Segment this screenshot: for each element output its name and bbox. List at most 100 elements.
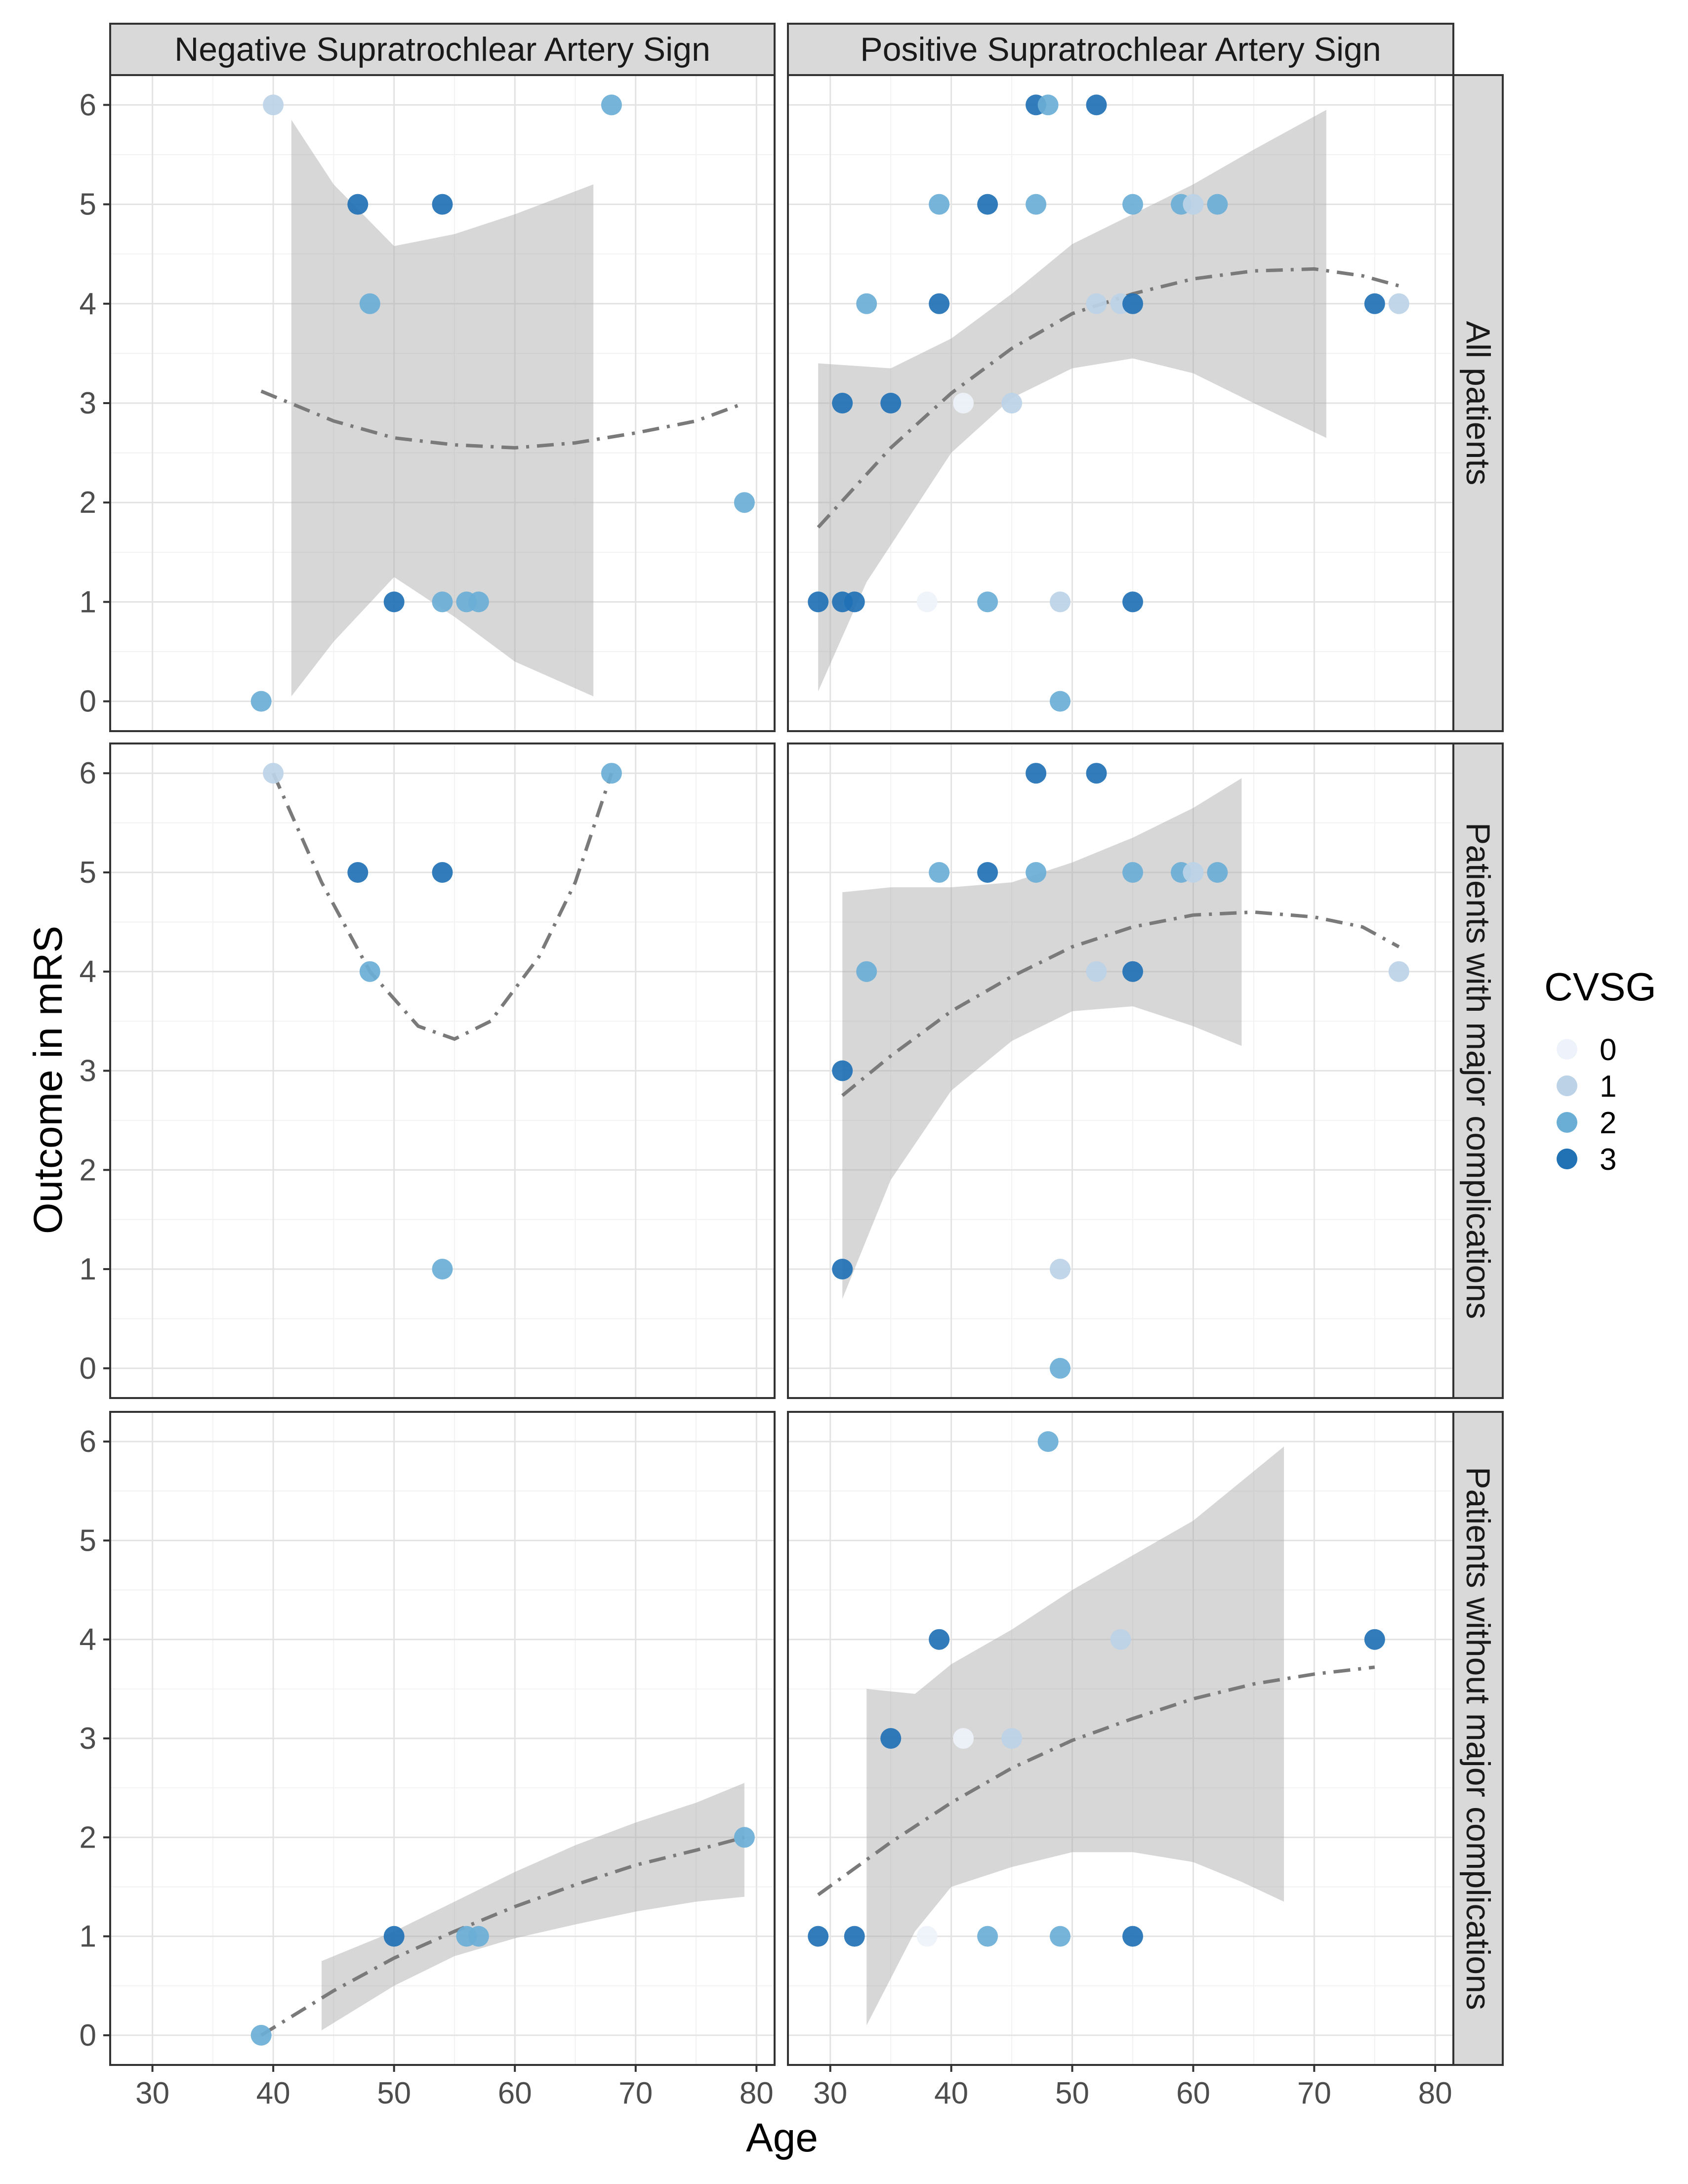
data-point (601, 94, 622, 116)
row-strip-label: Patients without major complications (1459, 1467, 1497, 2010)
x-tick-label: 70 (1297, 2076, 1331, 2110)
y-tick-label: 1 (80, 1920, 96, 1954)
legend-label: 2 (1600, 1106, 1616, 1140)
data-point (1037, 1431, 1059, 1452)
data-point (856, 961, 877, 982)
column-strip-0: Negative Supratrochlear Artery Sign (109, 23, 776, 76)
data-point (432, 1259, 453, 1279)
strips: Negative Supratrochlear Artery Sign Posit… (109, 23, 1504, 2066)
data-point (916, 1926, 938, 1947)
legend-swatch (1557, 1075, 1577, 1096)
data-point (1122, 1926, 1143, 1947)
data-point (916, 591, 938, 613)
data-point (1122, 591, 1143, 613)
data-point (1050, 691, 1070, 712)
strip-background (1452, 1411, 1504, 2066)
legend-label: 1 (1600, 1070, 1616, 1104)
y-tick-label: 6 (80, 756, 96, 790)
row-strip-0: All patients (1452, 74, 1504, 732)
x-tick-label: 80 (1418, 2076, 1452, 2110)
data-point (263, 94, 284, 116)
panel-r0-c1 (787, 74, 1454, 732)
data-point (1086, 763, 1107, 784)
data-point (844, 591, 865, 613)
y-tick-label: 0 (80, 685, 96, 719)
data-point (347, 862, 369, 883)
data-point (808, 591, 829, 613)
x-tick-label: 40 (256, 2076, 290, 2110)
legend-swatch (1557, 1039, 1577, 1060)
strip-background (1452, 742, 1504, 1399)
data-point (1026, 763, 1047, 784)
legend-swatch (1557, 1149, 1577, 1169)
data-point (977, 591, 998, 613)
row-strip-label: All patients (1459, 321, 1497, 486)
row-strip-1: Patients with major complications (1452, 742, 1504, 1399)
data-point (359, 293, 380, 314)
data-point (1207, 194, 1228, 215)
legend-item-2: 2 (1557, 1106, 1616, 1140)
confidence-band (866, 1446, 1284, 2025)
y-tick-label: 2 (80, 1153, 96, 1187)
y-tick-label: 3 (80, 1054, 96, 1088)
data-point (832, 1259, 853, 1279)
y-tick-label: 3 (80, 386, 96, 420)
column-strip-1: Positive Supratrochlear Artery Sign (787, 23, 1454, 76)
data-point (1122, 961, 1143, 982)
data-point (880, 1728, 902, 1749)
data-point (347, 194, 369, 215)
data-point (953, 1728, 974, 1749)
legend-item-0: 0 (1557, 1033, 1616, 1067)
y-tick-label: 0 (80, 2019, 96, 2053)
data-point (1122, 293, 1143, 314)
y-tick-label: 5 (80, 1524, 96, 1558)
x-tick-label: 50 (1055, 2076, 1089, 2110)
data-point (1050, 1926, 1070, 1947)
data-point (432, 591, 453, 613)
column-strip-label: Positive Supratrochlear Artery Sign (860, 31, 1381, 68)
data-point (844, 1926, 865, 1947)
data-point (734, 1827, 755, 1848)
confidence-band (842, 778, 1242, 1299)
panel-r1-c0 (109, 742, 776, 1399)
data-point (1026, 862, 1047, 883)
data-point (1388, 293, 1409, 314)
data-point (1110, 1629, 1131, 1650)
confidence-band (322, 1783, 744, 2030)
data-point (953, 393, 974, 413)
data-point (383, 1926, 405, 1947)
y-tick-label: 3 (80, 1722, 96, 1756)
confidence-band (291, 120, 594, 697)
data-point (1026, 194, 1047, 215)
row-strip-label: Patients with major complications (1459, 823, 1497, 1319)
trend-line (260, 389, 745, 450)
x-tick-label: 60 (1176, 2076, 1210, 2110)
data-point (468, 1926, 489, 1947)
x-tick-label: 40 (934, 2076, 968, 2110)
data-point (1086, 961, 1107, 982)
panel-r2-c0 (109, 1411, 776, 2066)
legend-title: CVSG (1544, 965, 1656, 1009)
data-point (734, 492, 755, 513)
data-point (1086, 293, 1107, 314)
data-point (1050, 591, 1070, 613)
legend-label: 0 (1600, 1033, 1616, 1067)
x-tick-label: 70 (618, 2076, 653, 2110)
data-point (1050, 1358, 1070, 1379)
column-strip-label: Negative Supratrochlear Artery Sign (174, 31, 710, 68)
data-point (1001, 1728, 1023, 1749)
y-tick-label: 6 (80, 88, 96, 122)
y-tick-label: 4 (80, 955, 96, 989)
data-point (1086, 94, 1107, 116)
trend-line (271, 772, 614, 1041)
data-point (929, 194, 950, 215)
data-point (1122, 194, 1143, 215)
data-point (1183, 862, 1204, 883)
y-tick-label: 5 (80, 856, 96, 890)
trend-line (817, 1665, 1375, 1896)
x-tick-label: 30 (813, 2076, 847, 2110)
data-point (601, 763, 622, 784)
data-point (977, 194, 998, 215)
